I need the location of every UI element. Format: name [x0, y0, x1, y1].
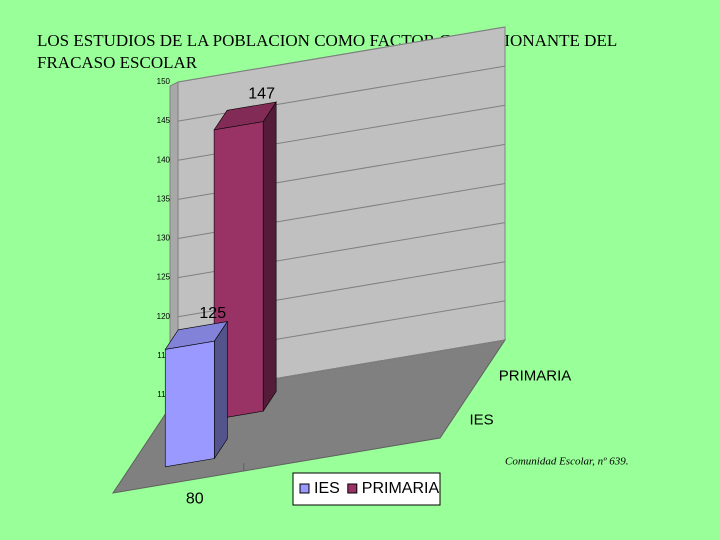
legend-box [292, 472, 441, 506]
bar-side [262, 101, 277, 413]
depth-label: IES [470, 412, 494, 429]
depth-label: PRIMARIA [499, 367, 572, 384]
data-label: 125 [199, 305, 226, 322]
legend-label: PRIMARIA [362, 480, 440, 497]
y-tick-label: 135 [157, 194, 171, 203]
grid-line [177, 26, 506, 83]
source-note: Comunidad Escolar, nº 639. [505, 456, 629, 468]
y-tick-label: 145 [157, 116, 171, 125]
y-tick-label: 125 [157, 273, 171, 282]
legend-swatch [299, 483, 310, 494]
y-tick-label: 130 [157, 234, 171, 243]
y-tick-label: 115 [157, 351, 170, 360]
data-label: 147 [248, 85, 275, 102]
x-tick-label: 80 [186, 490, 204, 507]
bar-side [213, 320, 228, 460]
legend: IES PRIMARIA [292, 472, 441, 506]
y-tick-label: 140 [157, 155, 171, 164]
legend-swatch [347, 483, 358, 494]
legend-label: IES [314, 480, 340, 497]
y-tick-label: 120 [157, 312, 171, 321]
y-tick-label: 150 [157, 77, 171, 86]
bar [164, 340, 215, 468]
y-tick-label: 110 [157, 390, 170, 399]
